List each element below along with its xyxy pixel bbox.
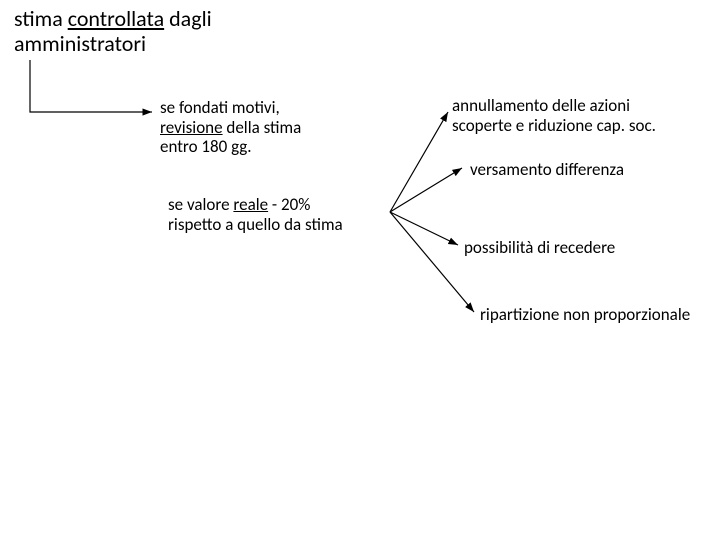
title: stima controllata dagliamministratori <box>14 6 274 57</box>
node-revisione: se fondati motivi,revisione della stimae… <box>160 98 360 157</box>
outcome-annullamento: annullamento delle azioniscoperte e ridu… <box>452 96 692 135</box>
outcome-versamento: versamento differenza <box>470 160 700 180</box>
outcome-ripartizione: ripartizione non proporzionale <box>480 305 720 325</box>
node-valore-reale: se valore reale - 20%rispetto a quello d… <box>168 195 388 234</box>
outcome-recedere: possibilità di recedere <box>464 238 694 258</box>
arrows-layer <box>0 0 720 540</box>
